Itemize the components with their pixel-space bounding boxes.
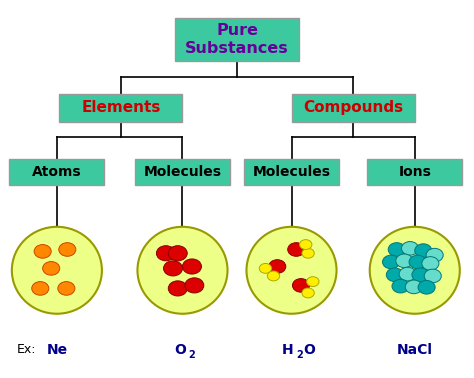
Circle shape — [392, 279, 409, 293]
Circle shape — [59, 243, 76, 256]
Text: H: H — [282, 342, 293, 357]
Circle shape — [168, 246, 187, 261]
Text: Compounds: Compounds — [303, 100, 403, 115]
Text: Molecules: Molecules — [253, 165, 330, 179]
Circle shape — [383, 255, 400, 269]
Circle shape — [409, 255, 426, 269]
FancyBboxPatch shape — [367, 159, 462, 185]
Circle shape — [399, 267, 416, 281]
FancyBboxPatch shape — [59, 94, 182, 122]
FancyBboxPatch shape — [175, 18, 299, 62]
Circle shape — [269, 260, 286, 273]
Circle shape — [300, 240, 312, 249]
FancyBboxPatch shape — [244, 159, 339, 185]
Text: O: O — [303, 342, 316, 357]
Circle shape — [415, 244, 432, 257]
Text: 2: 2 — [296, 350, 303, 360]
Ellipse shape — [12, 227, 102, 314]
Circle shape — [168, 281, 187, 296]
Circle shape — [34, 245, 51, 258]
Text: Pure
Substances: Pure Substances — [185, 23, 289, 56]
Ellipse shape — [246, 227, 337, 314]
Text: O: O — [174, 342, 186, 357]
Circle shape — [185, 278, 204, 293]
Text: Molecules: Molecules — [144, 165, 221, 179]
Text: 2: 2 — [189, 350, 195, 360]
Circle shape — [156, 246, 175, 261]
Circle shape — [43, 262, 60, 275]
Circle shape — [424, 269, 441, 283]
Text: NaCl: NaCl — [397, 342, 433, 357]
Text: Elements: Elements — [81, 100, 161, 115]
Ellipse shape — [137, 227, 228, 314]
Text: Ions: Ions — [398, 165, 431, 179]
Circle shape — [418, 280, 435, 294]
Circle shape — [307, 277, 319, 287]
Circle shape — [401, 242, 419, 255]
Circle shape — [292, 279, 310, 292]
FancyBboxPatch shape — [135, 159, 230, 185]
Circle shape — [182, 259, 201, 274]
Circle shape — [288, 243, 305, 256]
Circle shape — [426, 248, 443, 262]
Circle shape — [405, 280, 422, 294]
FancyBboxPatch shape — [292, 94, 415, 122]
Circle shape — [302, 248, 314, 258]
Text: Ne: Ne — [46, 342, 67, 357]
Text: Atoms: Atoms — [32, 165, 82, 179]
Circle shape — [422, 257, 439, 270]
Circle shape — [32, 282, 49, 295]
Circle shape — [412, 268, 429, 282]
Circle shape — [267, 271, 280, 281]
Circle shape — [388, 243, 405, 256]
Circle shape — [386, 268, 403, 282]
FancyBboxPatch shape — [9, 159, 104, 185]
Circle shape — [58, 282, 75, 295]
Circle shape — [259, 263, 272, 273]
Circle shape — [302, 288, 314, 298]
Text: Ex:: Ex: — [17, 343, 36, 356]
Circle shape — [396, 254, 413, 268]
Circle shape — [164, 261, 182, 276]
Ellipse shape — [370, 227, 460, 314]
